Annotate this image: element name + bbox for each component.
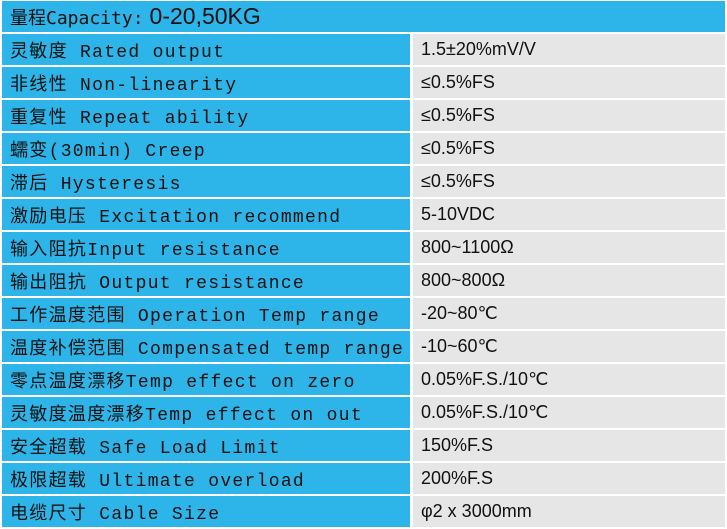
- spec-label: 工作温度范围 Operation Temp range: [2, 298, 410, 329]
- spec-label: 输入阻抗Input resistance: [2, 232, 410, 263]
- spec-value: 200%F.S: [413, 463, 725, 494]
- spec-value: ≤0.5%FS: [413, 67, 725, 98]
- spec-label: 输出阻抗 Output resistance: [2, 265, 410, 296]
- spec-value: 800~1100Ω: [413, 232, 725, 263]
- spec-row: 重复性 Repeat ability ≤0.5%FS: [2, 100, 725, 131]
- spec-label: 灵敏度温度漂移Temp effect on out: [2, 397, 410, 428]
- capacity-value: 0-20,50KG: [149, 3, 261, 29]
- spec-value: 0.05%F.S./10℃: [413, 364, 725, 395]
- spec-value: -10~60℃: [413, 331, 725, 362]
- spec-label: 蠕变(30min) Creep: [2, 133, 410, 164]
- spec-row: 蠕变(30min) Creep ≤0.5%FS: [2, 133, 725, 164]
- spec-row: 输入阻抗Input resistance 800~1100Ω: [2, 232, 725, 263]
- spec-label: 安全超载 Safe Load Limit: [2, 430, 410, 461]
- spec-label: 极限超载 Ultimate overload: [2, 463, 410, 494]
- spec-label: 灵敏度 Rated output: [2, 34, 410, 65]
- spec-label: 重复性 Repeat ability: [2, 100, 410, 131]
- spec-value: -20~80℃: [413, 298, 725, 329]
- spec-row: 灵敏度温度漂移Temp effect on out 0.05%F.S./10℃: [2, 397, 725, 428]
- spec-row: 激励电压 Excitation recommend 5-10VDC: [2, 199, 725, 230]
- spec-value: 1.5±20%mV/V: [413, 34, 725, 65]
- spec-label: 零点温度漂移Temp effect on zero: [2, 364, 410, 395]
- spec-row: 零点温度漂移Temp effect on zero 0.05%F.S./10℃: [2, 364, 725, 395]
- spec-value: ≤0.5%FS: [413, 100, 725, 131]
- spec-value: ≤0.5%FS: [413, 133, 725, 164]
- spec-value: 5-10VDC: [413, 199, 725, 230]
- spec-row: 温度补偿范围 Compensated temp range -10~60℃: [2, 331, 725, 362]
- spec-value: φ2 x 3000mm: [413, 496, 725, 527]
- spec-row: 滞后 Hysteresis ≤0.5%FS: [2, 166, 725, 197]
- capacity-header: 量程Capacity: 0-20,50KG: [2, 1, 725, 32]
- spec-row: 工作温度范围 Operation Temp range -20~80℃: [2, 298, 725, 329]
- spec-row: 输出阻抗 Output resistance 800~800Ω: [2, 265, 725, 296]
- spec-row: 安全超载 Safe Load Limit 150%F.S: [2, 430, 725, 461]
- spec-row: 灵敏度 Rated output 1.5±20%mV/V: [2, 34, 725, 65]
- spec-value: 0.05%F.S./10℃: [413, 397, 725, 428]
- spec-value: 800~800Ω: [413, 265, 725, 296]
- spec-label: 温度补偿范围 Compensated temp range: [2, 331, 410, 362]
- spec-row: 电缆尺寸 Cable Size φ2 x 3000mm: [2, 496, 725, 527]
- spec-value: ≤0.5%FS: [413, 166, 725, 197]
- spec-value: 150%F.S: [413, 430, 725, 461]
- spec-label: 非线性 Non-linearity: [2, 67, 410, 98]
- capacity-label: 量程Capacity:: [10, 7, 144, 29]
- spec-row: 非线性 Non-linearity ≤0.5%FS: [2, 67, 725, 98]
- spec-label: 滞后 Hysteresis: [2, 166, 410, 197]
- spec-label: 电缆尺寸 Cable Size: [2, 496, 410, 527]
- spec-row: 极限超载 Ultimate overload 200%F.S: [2, 463, 725, 494]
- spec-label: 激励电压 Excitation recommend: [2, 199, 410, 230]
